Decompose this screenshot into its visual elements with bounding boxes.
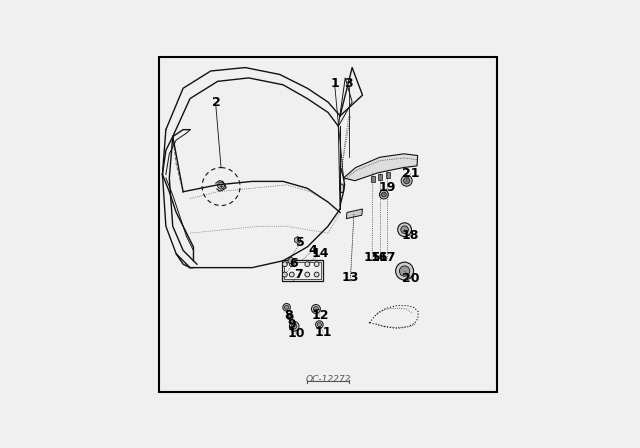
Circle shape: [316, 321, 323, 328]
Text: 12: 12: [311, 310, 329, 323]
Text: 1: 1: [330, 77, 339, 90]
Circle shape: [314, 272, 319, 277]
Text: 14: 14: [312, 247, 329, 260]
Text: 18: 18: [401, 229, 419, 242]
Bar: [371, 176, 375, 182]
Text: 3: 3: [344, 77, 353, 90]
Text: 15: 15: [364, 251, 381, 264]
Circle shape: [289, 262, 294, 267]
Circle shape: [285, 305, 289, 310]
Circle shape: [287, 314, 293, 320]
Circle shape: [380, 190, 388, 199]
Circle shape: [401, 226, 408, 233]
Circle shape: [282, 262, 287, 267]
Text: 5: 5: [296, 236, 305, 249]
Text: 2: 2: [211, 95, 220, 108]
Text: 21: 21: [402, 167, 420, 180]
Circle shape: [317, 323, 321, 327]
Text: OC-12272: OC-12272: [305, 375, 351, 384]
Text: 6: 6: [289, 257, 298, 270]
Text: 7: 7: [294, 268, 303, 281]
Circle shape: [314, 262, 319, 267]
Text: 4: 4: [308, 244, 317, 257]
Circle shape: [283, 303, 291, 311]
Text: 17: 17: [379, 251, 396, 264]
Circle shape: [314, 306, 318, 311]
Text: 13: 13: [342, 271, 359, 284]
Circle shape: [218, 182, 225, 189]
Bar: [386, 172, 390, 178]
Circle shape: [289, 322, 299, 331]
Circle shape: [305, 262, 310, 267]
Circle shape: [401, 175, 412, 186]
Circle shape: [381, 192, 387, 197]
Text: 8: 8: [284, 309, 292, 322]
Polygon shape: [346, 209, 362, 219]
Circle shape: [396, 262, 413, 280]
Ellipse shape: [340, 184, 344, 193]
Bar: [282, 260, 323, 281]
Polygon shape: [344, 154, 418, 181]
Text: 16: 16: [371, 251, 388, 264]
Text: 11: 11: [315, 326, 332, 339]
Circle shape: [288, 258, 294, 264]
Text: 20: 20: [402, 272, 420, 285]
Circle shape: [404, 177, 410, 184]
Circle shape: [292, 323, 297, 329]
Circle shape: [399, 266, 410, 276]
Bar: [284, 262, 321, 279]
Circle shape: [289, 272, 294, 277]
Circle shape: [305, 272, 310, 277]
Circle shape: [282, 272, 287, 277]
Text: 10: 10: [287, 327, 305, 340]
Text: 19: 19: [379, 181, 396, 194]
Circle shape: [289, 315, 292, 319]
Text: 9: 9: [287, 318, 296, 331]
Circle shape: [312, 305, 321, 314]
Circle shape: [397, 223, 412, 237]
Bar: [378, 174, 382, 180]
